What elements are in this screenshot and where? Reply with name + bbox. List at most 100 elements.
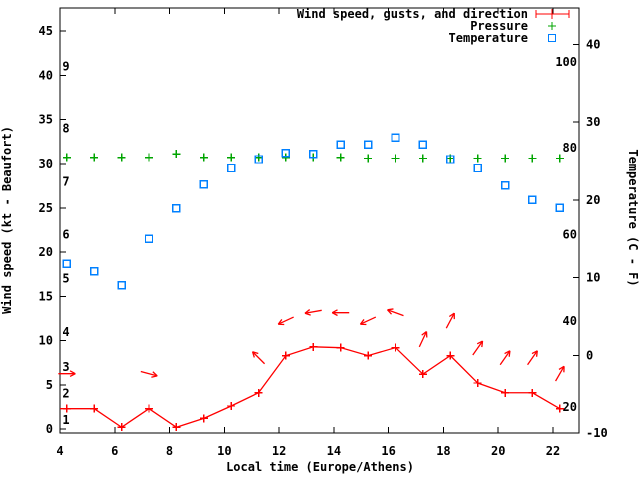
fahrenheit-label: 40 [563,314,577,328]
x-tick-label: 16 [381,444,395,458]
legend-label-wind: Wind speed, gusts, and direction [297,7,528,21]
fahrenheit-label: 60 [563,227,577,241]
arrow-head [152,371,158,377]
legend-markers [535,9,570,43]
square-marker [117,281,126,290]
arrow-head [252,351,259,355]
square-marker [336,140,345,149]
arrow-head [69,373,76,378]
arrow-shaft [277,316,294,325]
x-tick-label: 14 [327,444,341,458]
beaufort-label: 7 [62,174,69,188]
arrow-head [69,370,76,375]
y-left-tick-label: 15 [39,289,53,303]
square-marker [391,133,400,142]
square-marker [363,140,373,149]
fahrenheit-label: 20 [563,400,577,414]
square-marker [90,267,99,276]
square-marker [62,259,72,268]
legend-label-pressure: Pressure [470,19,528,33]
arrow-shaft [140,370,158,377]
square-marker [172,204,181,213]
fahrenheit-label: 100 [555,55,577,69]
arrow-shaft [445,312,455,329]
arrow-head [448,312,455,318]
arrow-head [304,309,311,314]
y-right-tick-label: 30 [586,115,600,129]
y-axis-right-title: Temperature (C - F) [626,149,640,286]
beaufort-label: 9 [62,60,69,74]
arrow-head [331,312,338,317]
arrow-head [421,330,427,336]
arrow-head [151,375,158,378]
arrow-head [558,365,565,371]
square-marker [473,163,482,173]
y-right-tick-label: 0 [586,348,593,362]
arrow-head [387,308,394,311]
x-tick-label: 22 [546,444,560,458]
plot-border [59,7,580,434]
arrow-shaft [555,365,565,382]
plot-generated: 4 6 8 10 12 14 16 18 20 22051015202530354045-1001… [39,7,608,458]
y-left-tick-label: 45 [39,24,53,38]
square-marker [199,180,208,189]
y-left-tick-label: 0 [46,422,53,436]
square-marker [144,234,154,243]
arrow-shaft [252,351,266,365]
y-left-tick-label: 10 [39,334,53,348]
x-tick-label: 6 [111,444,118,458]
square-marker [555,203,565,212]
axes: 4 6 8 10 12 14 16 18 20 22051015202530354045-1001… [39,8,608,458]
beaufort-label: 2 [62,387,69,401]
x-tick-label: 18 [436,444,450,458]
y-left-tick-label: 20 [39,245,53,259]
pressure-series [62,150,564,163]
beaufort-label: 4 [62,325,69,339]
beaufort-label: 3 [62,360,69,374]
x-tick-label: 10 [217,444,231,458]
beaufort-label: 6 [62,228,69,242]
arrow-shaft [527,350,538,366]
y-left-tick-label: 30 [39,157,53,171]
x-tick-label: 12 [272,444,286,458]
arrow-head [476,340,483,345]
arrow-shaft [360,316,377,325]
y-right-tick-label: 20 [586,193,600,207]
arrow-head [387,309,393,315]
x-tick-label: 8 [166,444,173,458]
arrow-head [531,350,538,355]
y-left-tick-label: 40 [39,68,53,82]
x-tick-label: 20 [491,444,505,458]
y-left-tick-label: 5 [46,378,53,392]
legend-label-temperature: Temperature [449,31,528,45]
arrow-shaft [499,350,511,366]
arrow-head [331,309,338,314]
arrow-head [359,319,365,325]
x-axis-title: Local time (Europe/Athens) [226,460,414,474]
arrow-shaft [304,309,322,314]
arrow-head [304,312,311,316]
y-left-tick-label: 35 [39,113,53,127]
arrow-head [481,340,484,348]
square-marker [254,155,263,164]
y-right-tick-label: 10 [586,271,600,285]
wind-speed-series [60,342,564,432]
arrow-head [508,350,511,357]
arrow-head [277,319,283,325]
beaufort-label: 1 [62,413,69,427]
square-marker [309,149,318,159]
wind-speed-line [60,346,561,429]
square-marker [528,195,537,205]
square-marker [281,149,291,158]
y-right-tick-label: 40 [586,38,600,52]
fahrenheit-label: 80 [563,141,577,155]
y-right-tick-label: -10 [586,426,608,440]
square-marker [500,180,510,190]
square-marker [418,140,428,149]
legend-temperature-sample [547,33,557,43]
beaufort-label: 8 [62,121,69,135]
arrow-head [504,350,511,355]
arrow-shaft [418,331,428,348]
